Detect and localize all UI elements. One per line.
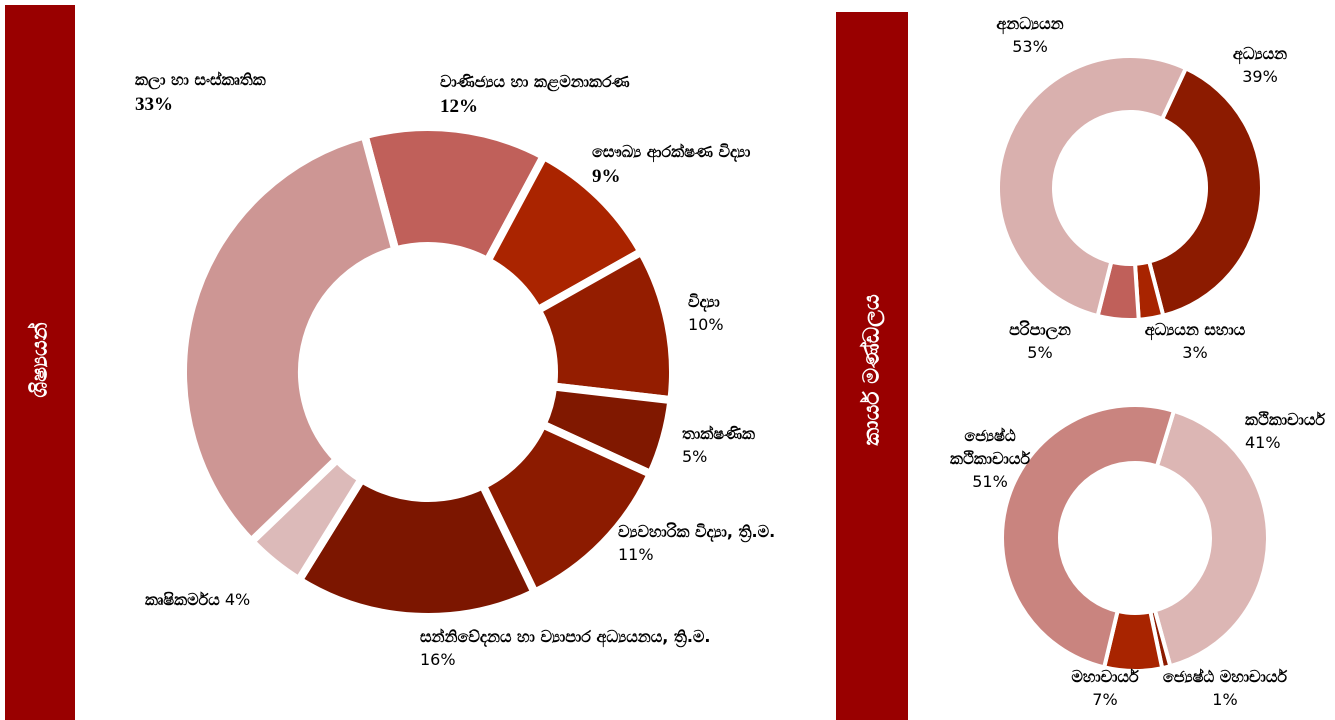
donut-slice [293,473,540,621]
category-label: තාක්ෂණික [682,424,756,443]
value-label: 10% [688,315,724,335]
data-label: අධ්‍යයන සහාය 3% [1110,318,1280,364]
donut-slice [1152,408,1270,669]
value-label: 16% [420,650,456,670]
data-label: ජ්‍යෙෂ්ඨ මහාචාර්ය 1% [1125,665,1325,711]
category-label: කෘෂිකර්මය [145,590,220,609]
category-label: සෞඛ්‍ය ආරක්ෂණ විද්‍යා [592,142,751,161]
category-label: අධ්‍යයන සහාය [1144,320,1246,339]
donut-slice [179,130,401,548]
value-label: 3% [1182,343,1208,363]
data-label: අධ්‍යයන 39% [1200,42,1320,88]
value-label: 4% [224,590,251,609]
value-label: 5% [682,447,708,467]
value-label: 39% [1242,67,1278,87]
value-label: 12% [440,96,478,118]
value-label: 41% [1245,433,1281,453]
data-label: සෞඛ්‍ය ආරක්ෂණ විද්‍යා 9% [592,140,832,191]
data-label: කලා හා සංස්කෘතික 33% [135,68,305,119]
category-label: ව්‍යවහාරික විද්‍යා, ත්‍රි.ම. [618,522,776,541]
value-label: 53% [1012,37,1048,57]
category-label: අධ්‍යයන [1232,44,1288,63]
category-label: ජ්‍යෙෂ්ඨ මහාචාර්ය [1162,667,1288,686]
data-label: තාක්ෂණික 5% [682,422,802,468]
data-label: ජ්‍යෙෂ්ඨ කථිකාචාර්ය 51% [935,424,1045,494]
data-label: වාණිජ්‍යය හා කළමනාකරණ 12% [440,70,740,121]
data-label: සන්නිවේදනය හා ව්‍යාපාර අධ්‍යයනය, ත්‍රි.ම… [420,625,840,671]
data-label: විද්‍යා 10% [688,290,808,336]
category-label: ජ්‍යෙෂ්ඨ කථිකාචාර්ය [949,426,1031,469]
data-label: කෘෂිකර්මය 4% [145,588,315,611]
category-label: වාණිජ්‍යය හා කළමනාකරණ [440,72,630,91]
side-bar [836,12,908,720]
donut-slice [1000,403,1177,670]
category-label: මහාචාර්ය [1071,667,1139,686]
value-label: 51% [972,472,1008,492]
side-bar [5,5,75,720]
value-label: 5% [1027,343,1053,363]
value-label: 11% [618,545,654,565]
value-label: 1% [1212,690,1238,710]
data-label: ව්‍යවහාරික විද්‍යා, ත්‍රි.ම. 11% [618,520,798,566]
category-label: කථිකාචාර්ය [1245,410,1326,429]
donut-slice [996,54,1189,319]
category-label: පරිපාලන [1009,320,1071,339]
category-label: අනධ්‍යයන [996,14,1064,33]
donut-slice [1146,65,1264,319]
data-label: අනධ්‍යයන 53% [955,12,1105,58]
data-label: මහාචාර්ය 7% [1045,665,1165,711]
value-label: 33% [135,94,173,116]
value-label: 9% [592,166,621,188]
category-label: සන්නිවේදනය හා ව්‍යාපාර අධ්‍යයනය, ත්‍රි.ම… [420,627,711,646]
data-label: පරිපාලන 5% [975,318,1105,364]
data-label: කථිකාචාර්ය 41% [1245,408,1333,454]
category-label: කලා හා සංස්කෘතික [135,70,266,89]
value-label: 7% [1092,690,1118,710]
category-label: විද්‍යා [688,292,720,311]
